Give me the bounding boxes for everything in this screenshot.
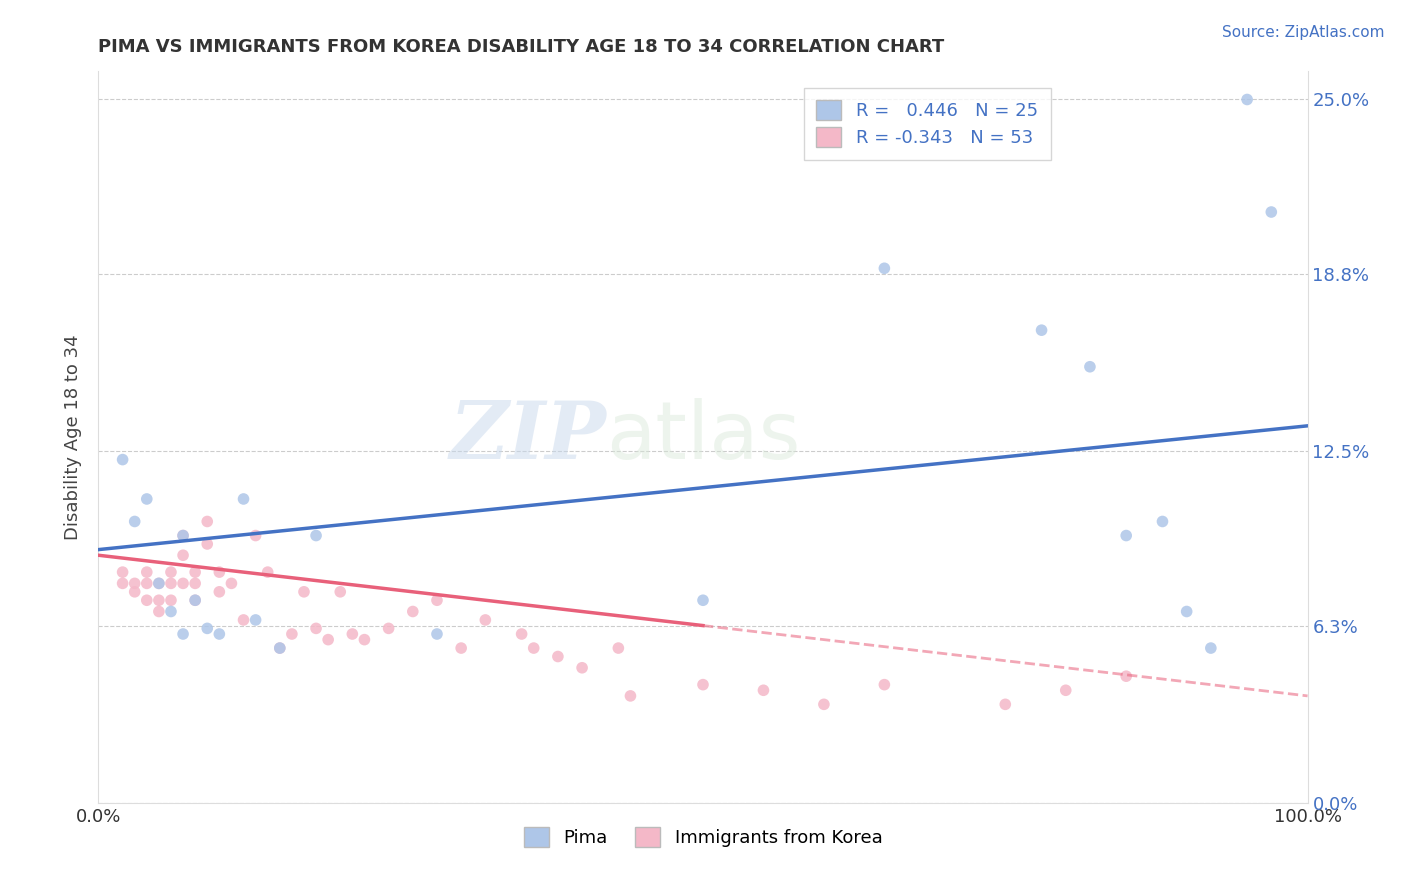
Point: [353, 632, 375, 647]
Point: [172, 548, 194, 562]
Point: [1236, 93, 1258, 107]
Point: [873, 678, 896, 692]
Point: [208, 565, 231, 579]
Legend: Pima, Immigrants from Korea: Pima, Immigrants from Korea: [512, 814, 894, 860]
Point: [1115, 669, 1137, 683]
Point: [195, 537, 218, 551]
Text: PIMA VS IMMIGRANTS FROM KOREA DISABILITY AGE 18 TO 34 CORRELATION CHART: PIMA VS IMMIGRANTS FROM KOREA DISABILITY…: [98, 38, 945, 56]
Point: [124, 515, 146, 529]
Point: [510, 627, 533, 641]
Point: [184, 593, 207, 607]
Point: [873, 261, 896, 276]
Point: [329, 584, 352, 599]
Point: [377, 621, 399, 635]
Point: [172, 528, 194, 542]
Point: [124, 576, 146, 591]
Point: [813, 698, 835, 712]
Point: [135, 491, 157, 506]
Point: [245, 528, 267, 542]
Point: [571, 661, 593, 675]
Point: [221, 576, 243, 591]
Point: [1115, 528, 1137, 542]
Point: [232, 613, 254, 627]
Point: [208, 627, 231, 641]
Point: [111, 452, 134, 467]
Point: [1054, 683, 1077, 698]
Text: atlas: atlas: [606, 398, 800, 476]
Point: [426, 593, 449, 607]
Point: [148, 576, 170, 591]
Point: [292, 584, 315, 599]
Point: [1152, 515, 1174, 529]
Point: [184, 565, 207, 579]
Point: [316, 632, 339, 647]
Point: [1031, 323, 1053, 337]
Point: [692, 593, 714, 607]
Point: [135, 593, 157, 607]
Point: [1078, 359, 1101, 374]
Point: [232, 491, 254, 506]
Point: [148, 576, 170, 591]
Point: [402, 605, 425, 619]
Point: [172, 576, 194, 591]
Point: [195, 621, 218, 635]
Point: [1199, 641, 1222, 656]
Point: [208, 584, 231, 599]
Point: [160, 565, 183, 579]
Point: [135, 576, 157, 591]
Point: [195, 515, 218, 529]
Point: [692, 678, 714, 692]
Point: [523, 641, 546, 656]
Point: [111, 565, 134, 579]
Point: [269, 641, 291, 656]
Point: [305, 621, 328, 635]
Point: [256, 565, 278, 579]
Point: [160, 576, 183, 591]
Point: [245, 613, 267, 627]
Point: [148, 605, 170, 619]
Point: [474, 613, 496, 627]
Point: [1175, 605, 1198, 619]
Point: [450, 641, 472, 656]
Point: [124, 584, 146, 599]
Point: [607, 641, 630, 656]
Point: [184, 576, 207, 591]
Point: [148, 593, 170, 607]
Point: [426, 627, 449, 641]
Point: [342, 627, 364, 641]
Point: [269, 641, 291, 656]
Point: [281, 627, 304, 641]
Point: [184, 593, 207, 607]
Text: ZIP: ZIP: [450, 399, 606, 475]
Point: [160, 593, 183, 607]
Text: Source: ZipAtlas.com: Source: ZipAtlas.com: [1222, 25, 1385, 40]
Point: [305, 528, 328, 542]
Point: [172, 528, 194, 542]
Point: [160, 605, 183, 619]
Point: [111, 576, 134, 591]
Point: [1260, 205, 1282, 219]
Point: [752, 683, 775, 698]
Point: [135, 565, 157, 579]
Point: [619, 689, 641, 703]
Point: [994, 698, 1017, 712]
Point: [547, 649, 569, 664]
Y-axis label: Disability Age 18 to 34: Disability Age 18 to 34: [65, 334, 83, 540]
Point: [172, 627, 194, 641]
